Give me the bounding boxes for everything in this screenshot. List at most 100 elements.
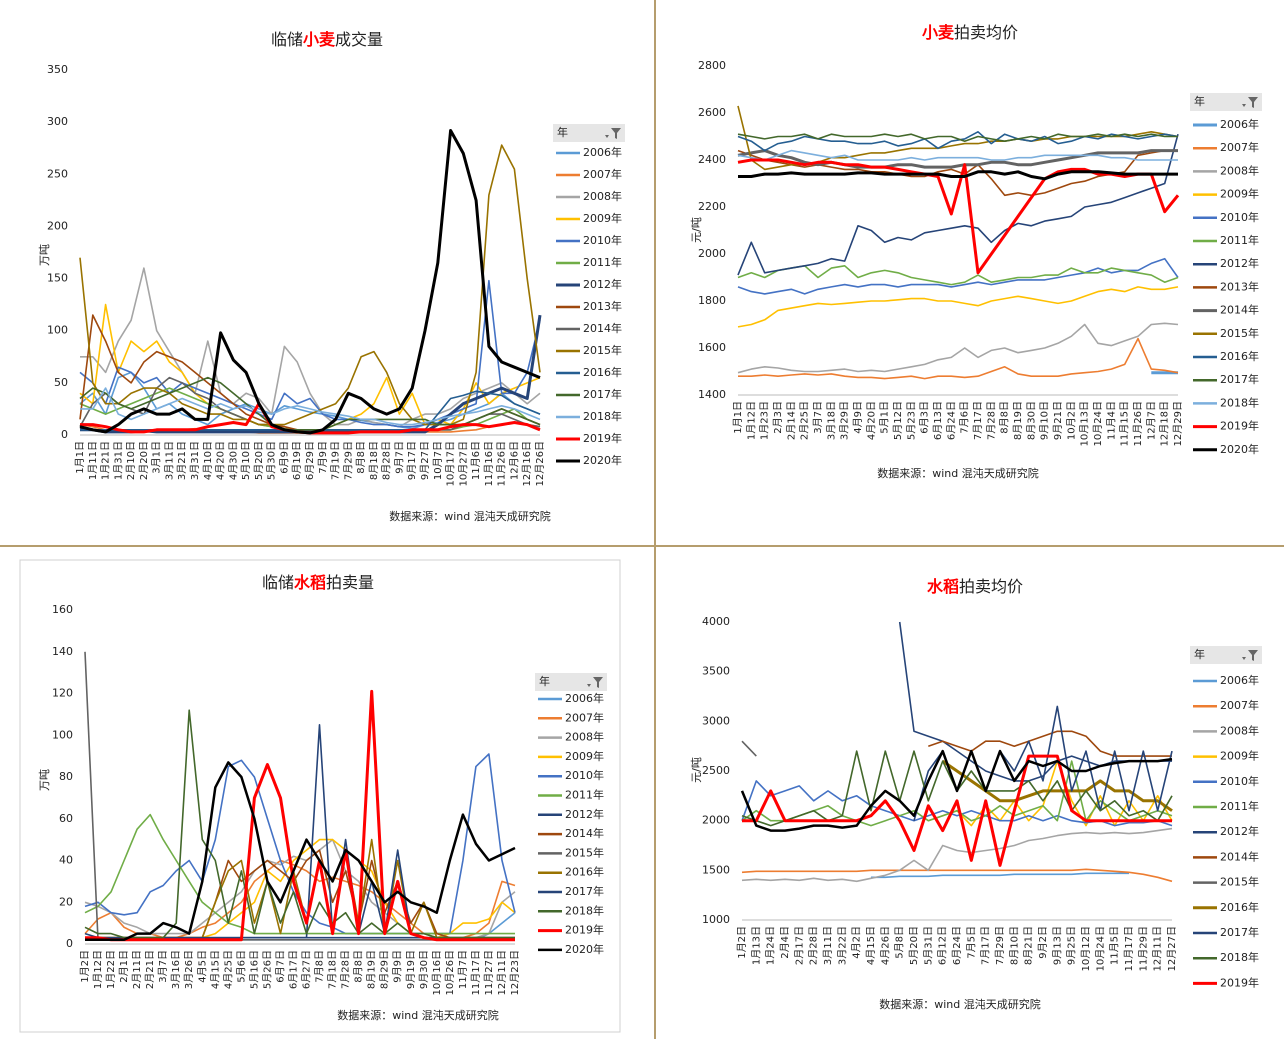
filter-icon	[1248, 650, 1258, 661]
series-line	[741, 740, 757, 757]
x-tick-label: 12月6日	[508, 441, 520, 480]
x-tick-label: 6月13日	[932, 401, 944, 440]
x-tick-label: 5月1日	[879, 401, 891, 434]
x-tick-label: 4月9日	[852, 401, 864, 434]
y-tick-label: 4000	[702, 615, 730, 628]
legend-label: 2012年	[583, 277, 622, 291]
x-tick-label: 6月17日	[287, 950, 299, 989]
x-tick-label: 6月9日	[278, 441, 290, 474]
legend-label: 2011年	[565, 788, 604, 802]
x-tick-label: 3月7日	[157, 950, 169, 983]
y-tick-label: 2500	[702, 764, 730, 777]
x-tick-label: 10月7日	[432, 441, 444, 480]
x-tick-label: 7月18日	[327, 950, 339, 989]
x-tick-label: 1月1日	[732, 401, 744, 434]
filter-icon	[1248, 97, 1258, 108]
legend-title: 年	[1194, 647, 1205, 661]
source-note: 数据来源：wind 混沌天成研究院	[337, 1008, 499, 1022]
x-tick-label: 12月26日	[534, 441, 546, 486]
y-tick-label: 2000	[702, 814, 730, 827]
x-tick-label: 3月21日	[176, 441, 188, 480]
x-tick-label: 1月12日	[745, 401, 757, 440]
y-axis-label: 万吨	[38, 244, 51, 266]
x-tick-label: 2月17日	[793, 926, 805, 965]
x-tick-label: 10月17日	[445, 441, 457, 486]
legend-label: 2017年	[583, 387, 622, 401]
legend-label: 2015年	[583, 343, 622, 357]
legend-label: 2014年	[565, 826, 604, 840]
x-tick-label: 1月11日	[87, 441, 99, 480]
y-tick-label: 0	[66, 937, 73, 950]
x-tick-label: 6月29日	[304, 441, 316, 480]
x-tick-label: 11月7日	[457, 950, 469, 989]
series-line	[742, 754, 1172, 867]
source-note: 数据来源：wind 混沌天成研究院	[389, 509, 551, 523]
y-tick-label: 250	[47, 167, 68, 180]
legend-label: 2015年	[1220, 326, 1259, 340]
x-tick-label: 9月7日	[393, 441, 405, 474]
x-tick-label: 3月11日	[822, 926, 834, 965]
y-tick-label: 1000	[702, 913, 730, 926]
x-tick-label: 7月9日	[317, 441, 329, 474]
legend-label: 2007年	[1220, 140, 1259, 154]
y-tick-label: 300	[47, 115, 68, 128]
x-tick-label: 12月23日	[509, 950, 521, 995]
legend-label: 2017年	[1220, 372, 1259, 386]
series-line	[741, 827, 1173, 883]
x-tick-label: 2月28日	[808, 926, 820, 965]
x-tick-label: 9月21日	[1052, 401, 1064, 440]
y-tick-label: 0	[61, 428, 68, 441]
x-tick-label: 10月16日	[431, 950, 443, 995]
legend-label: 2011年	[1220, 799, 1259, 813]
series-line	[84, 709, 515, 939]
y-tick-label: 80	[59, 770, 73, 783]
legend-label: 2012年	[1220, 824, 1259, 838]
y-axis-label: 元/吨	[690, 217, 703, 243]
legend-label: 2014年	[583, 321, 622, 335]
legend-label: 2010年	[583, 233, 622, 247]
legend-label: 2007年	[583, 167, 622, 181]
chart-title: 小麦拍卖均价	[922, 23, 1018, 42]
x-tick-label: 11月17日	[1123, 926, 1135, 971]
y-tick-label: 350	[47, 63, 68, 76]
x-tick-label: 4月2日	[851, 926, 863, 959]
chart-title: 临储水稻拍卖量	[262, 573, 374, 592]
y-tick-label: 2800	[698, 59, 726, 72]
x-tick-label: 5月26日	[261, 950, 273, 989]
legend-label: 2006年	[1220, 673, 1259, 687]
y-tick-label: 1400	[698, 388, 726, 401]
legend-label: 2017年	[1220, 925, 1259, 939]
x-tick-label: 9月9日	[392, 950, 404, 983]
dropdown-icon	[605, 135, 609, 138]
x-tick-label: 11月5日	[1109, 926, 1121, 965]
legend-label: 2009年	[1220, 749, 1259, 763]
filter-icon	[611, 128, 621, 139]
x-tick-label: 6月24日	[945, 401, 957, 440]
x-tick-label: 6月12日	[937, 926, 949, 965]
x-tick-label: 1月2日	[79, 950, 91, 983]
x-tick-label: 4月10日	[202, 441, 214, 480]
x-tick-label: 11月6日	[470, 441, 482, 480]
legend-label: 2016年	[565, 865, 604, 879]
x-tick-label: 11月29日	[1137, 926, 1149, 971]
y-tick-label: 60	[59, 812, 73, 825]
title-part: 小麦	[922, 23, 955, 42]
x-tick-label: 8月30日	[1025, 401, 1037, 440]
title-part: 水稻	[294, 573, 326, 592]
legend-label: 2010年	[565, 768, 604, 782]
x-tick-label: 4月30日	[227, 441, 239, 480]
x-tick-label: 5月16日	[248, 950, 260, 989]
x-tick-label: 9月25日	[1066, 926, 1078, 965]
x-tick-label: 6月3日	[919, 401, 931, 434]
x-tick-label: 9月27日	[419, 441, 431, 480]
x-tick-label: 11月26日	[1132, 401, 1144, 446]
legend-label: 2019年	[565, 923, 604, 937]
legend-label: 2019年	[583, 431, 622, 445]
x-tick-label: 9月30日	[418, 950, 430, 989]
legend-label: 2011年	[1220, 233, 1259, 247]
y-tick-label: 120	[52, 687, 73, 700]
y-axis-label: 万吨	[38, 769, 51, 791]
series-line	[737, 322, 1179, 374]
x-tick-label: 10月26日	[444, 950, 456, 995]
x-tick-label: 4月20日	[215, 441, 227, 480]
